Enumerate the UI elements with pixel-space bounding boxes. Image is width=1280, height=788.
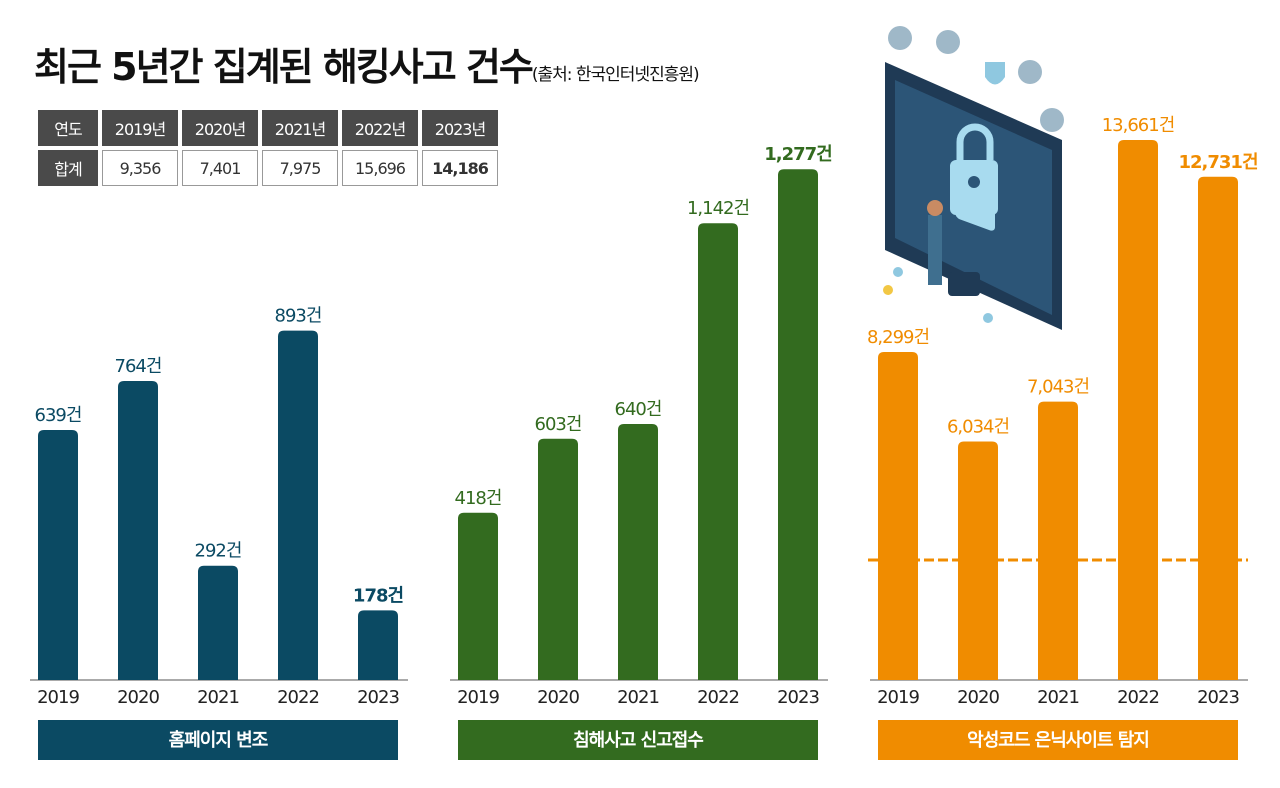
bar [118,381,158,680]
illustration [883,26,1064,330]
bar [1118,140,1158,680]
x-tick-label: 2020 [117,687,159,708]
value-label: 639건 [35,405,82,426]
value-label: 12,731건 [1178,152,1257,173]
chart-caption: 홈페이지 변조 [169,729,268,751]
bar [538,438,578,680]
header-cell: 2023년 [422,110,498,146]
x-tick-label: 2022 [277,687,319,708]
x-tick-label: 2023 [777,687,819,708]
value-label: 893건 [275,306,322,327]
bar [958,441,998,680]
cell: 14,186 [422,150,498,186]
cell: 9,356 [102,150,178,186]
chart-caption: 침해사고 신고접수 [573,730,703,751]
row-header: 합계 [38,150,98,186]
value-label: 1,277건 [764,144,832,165]
bar [878,351,918,680]
cell: 15,696 [342,150,418,186]
chart-caption: 악성코드 은닉사이트 탐지 [967,730,1149,751]
title-text: 최근 5년간 집계된 해킹사고 건수 [34,45,534,89]
bar [458,512,498,680]
bar [38,429,78,680]
x-tick-label: 2021 [197,687,239,708]
cell: 7,401 [182,150,258,186]
bar [278,330,318,680]
bar [778,169,818,680]
x-tick-label: 2023 [357,687,399,708]
value-label: 418건 [455,488,502,509]
x-tick-label: 2023 [1197,687,1239,708]
value-label: 764건 [115,356,162,377]
x-tick-label: 2022 [697,687,739,708]
cell: 7,975 [262,150,338,186]
x-tick-label: 2021 [617,687,659,708]
x-tick-label: 2019 [457,687,499,708]
value-label: 292건 [195,541,242,562]
x-tick-label: 2019 [877,687,919,708]
caption-band [38,720,398,760]
bar [698,223,738,680]
header-row: 연도 2019년 2020년 2021년 2022년 2023년 [38,110,498,146]
summary-table: 연도 2019년 2020년 2021년 2022년 2023년 합계 9,35… [34,106,502,190]
value-label: 178건 [353,585,404,606]
value-label: 1,142건 [687,198,749,219]
header-cell: 2020년 [182,110,258,146]
value-label: 640건 [615,399,662,420]
header-cell: 2021년 [262,110,338,146]
bar [1038,401,1078,680]
bar [618,424,658,680]
value-label: 13,661건 [1102,115,1175,136]
source: (출처: 한국인터넷진흥원) [531,65,700,85]
data-row: 합계 9,356 7,401 7,975 15,696 14,186 [38,150,498,186]
x-tick-label: 2022 [1117,687,1159,708]
bar [1198,176,1238,680]
value-label: 8,299건 [867,327,929,348]
x-tick-label: 2019 [37,687,79,708]
x-tick-label: 2021 [1037,687,1079,708]
header-cell: 2019년 [102,110,178,146]
value-label: 7,043건 [1027,377,1089,398]
bar [358,610,398,680]
value-label: 6,034건 [947,416,1009,437]
bar [198,565,238,680]
caption-band [878,720,1238,760]
page-title: 최근 5년간 집계된 해킹사고 건수(출처: 한국인터넷진흥원) [34,36,700,91]
caption-band [458,720,818,760]
header-cell: 2022년 [342,110,418,146]
x-tick-label: 2020 [537,687,579,708]
header-cell: 연도 [38,110,98,146]
x-tick-label: 2020 [957,687,999,708]
value-label: 603건 [535,414,582,435]
